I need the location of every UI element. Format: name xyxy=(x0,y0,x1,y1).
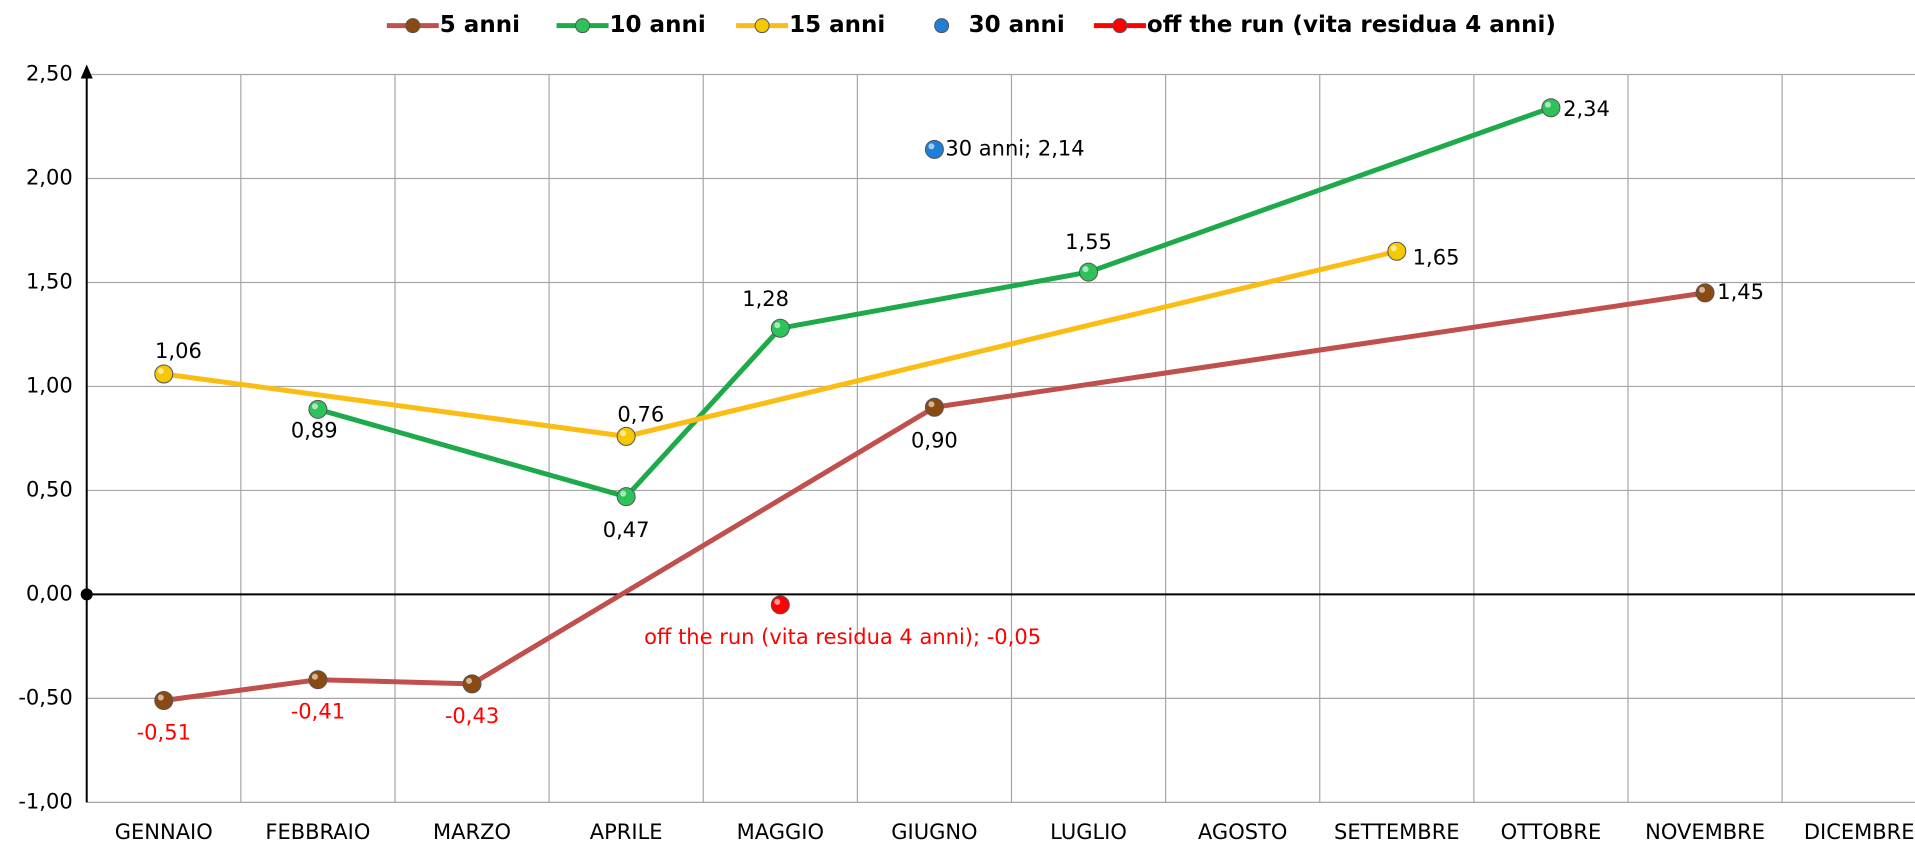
data-label: 1,06 xyxy=(155,339,202,363)
data-label: 0,76 xyxy=(617,403,664,427)
point-marker xyxy=(1541,98,1561,118)
x-tick-label: LUGLIO xyxy=(1050,820,1127,844)
data-label: -0,51 xyxy=(137,720,191,744)
x-tick-label: MARZO xyxy=(433,820,511,844)
x-tick-label: GENNAIO xyxy=(115,820,213,844)
point-marker xyxy=(616,487,636,507)
point-marker xyxy=(924,397,944,417)
x-tick-label: DICEMBRE xyxy=(1804,820,1915,844)
point-highlight xyxy=(620,430,627,437)
point-marker xyxy=(1695,283,1715,303)
x-tick-label: OTTOBRE xyxy=(1501,820,1602,844)
point-marker xyxy=(924,139,944,159)
point-highlight xyxy=(1082,266,1089,273)
y-tick-label: 0,50 xyxy=(26,477,73,501)
x-tick-label: FEBBRAIO xyxy=(265,820,370,844)
data-label: 0,90 xyxy=(911,428,958,452)
x-tick-label: GIUGNO xyxy=(891,820,977,844)
y-tick-label: -0,50 xyxy=(18,685,72,709)
legend-marker xyxy=(754,18,770,34)
point-highlight xyxy=(1544,101,1551,108)
legend-text: 10 anni xyxy=(610,12,706,38)
point-highlight xyxy=(157,694,164,701)
x-tick-label: MAGGIO xyxy=(737,820,824,844)
y-tick-label: -1,00 xyxy=(18,789,72,813)
y-tick-label: 1,00 xyxy=(26,373,73,397)
axis-origin-dot xyxy=(80,588,93,601)
data-label: -0,43 xyxy=(445,704,499,728)
data-label: 1,45 xyxy=(1717,280,1764,304)
y-axis-arrow xyxy=(80,64,93,79)
data-label: 2,34 xyxy=(1563,97,1610,121)
point-highlight xyxy=(774,322,781,329)
point-highlight xyxy=(311,673,318,680)
data-label: 30 anni; 2,14 xyxy=(945,136,1084,160)
point-highlight xyxy=(1699,286,1706,293)
legend-marker xyxy=(934,18,950,34)
y-tick-label: 1,50 xyxy=(26,269,73,293)
point-highlight xyxy=(1390,245,1397,252)
data-label: 1,55 xyxy=(1065,230,1112,254)
x-tick-label: SETTEMBRE xyxy=(1334,820,1460,844)
y-tick-label: 2,00 xyxy=(26,165,73,189)
x-tick-label: NOVEMBRE xyxy=(1645,820,1765,844)
point-highlight xyxy=(620,490,627,497)
data-label: 0,47 xyxy=(603,518,650,542)
legend-text: 5 anni xyxy=(440,12,520,38)
point-highlight xyxy=(928,401,935,408)
legend-marker xyxy=(405,18,421,34)
point-marker xyxy=(616,426,636,446)
point-highlight xyxy=(157,367,164,374)
point-marker xyxy=(1387,241,1407,261)
data-label: 1,28 xyxy=(742,287,789,311)
x-tick-label: AGOSTO xyxy=(1198,820,1288,844)
legend-text: off the run (vita residua 4 anni) xyxy=(1147,12,1556,38)
legend-marker xyxy=(575,18,591,34)
point-marker xyxy=(770,318,790,338)
point-highlight xyxy=(774,598,781,605)
point-marker xyxy=(154,690,174,710)
point-highlight xyxy=(928,143,935,150)
point-marker xyxy=(462,674,482,694)
data-label: 0,89 xyxy=(291,418,338,442)
point-marker xyxy=(308,399,328,419)
data-label: 1,65 xyxy=(1413,246,1460,270)
point-highlight xyxy=(311,403,318,410)
point-marker xyxy=(308,670,328,690)
y-tick-label: 2,50 xyxy=(26,61,73,85)
data-label: off the run (vita residua 4 anni); -0,05 xyxy=(644,625,1041,649)
point-marker xyxy=(770,595,790,615)
legend-text: 30 anni xyxy=(969,12,1065,38)
series-line xyxy=(163,248,1398,439)
point-highlight xyxy=(466,677,473,684)
data-label: -0,41 xyxy=(291,700,345,724)
y-tick-label: 0,00 xyxy=(26,581,73,605)
x-tick-label: APRILE xyxy=(590,820,663,844)
legend-text: 15 anni xyxy=(789,12,885,38)
legend-marker xyxy=(1112,18,1128,34)
point-marker xyxy=(154,364,174,384)
point-marker xyxy=(1079,262,1099,282)
